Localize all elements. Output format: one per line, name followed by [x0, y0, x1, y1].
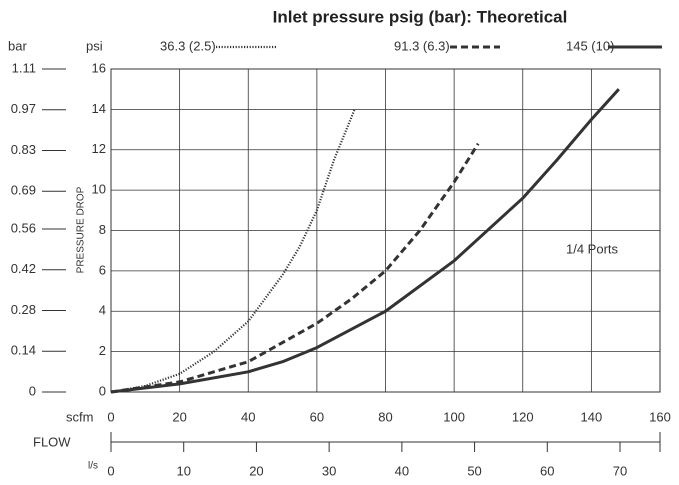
x2-tick-label: 40 — [395, 463, 409, 478]
x-axis-label: FLOW — [33, 434, 71, 449]
x-unit: scfm — [66, 409, 93, 424]
y-tick-label: 0 — [99, 383, 106, 398]
legend-label: 91.3 (6.3) — [394, 38, 450, 53]
y2-tick-label: 0 — [29, 383, 36, 398]
x-tick-label: 120 — [512, 409, 534, 424]
x2-tick-label: 20 — [249, 463, 263, 478]
chart-title: Inlet pressure psig (bar): Theoretical — [273, 7, 568, 26]
plot-frame — [110, 68, 661, 393]
annotation: 1/4 Ports — [566, 241, 619, 256]
x-tick-label: 0 — [107, 409, 114, 424]
x-tick-label: 40 — [241, 409, 255, 424]
y-tick-label: 4 — [99, 303, 106, 318]
y2-tick-label: 0.42 — [11, 261, 36, 276]
x-tick-label: 140 — [581, 409, 603, 424]
x-tick-label: 160 — [649, 409, 671, 424]
x-tick-label: 100 — [443, 409, 465, 424]
x2-tick-label: 50 — [467, 463, 481, 478]
data-line — [110, 142, 480, 394]
legend-label: 36.3 (2.5) — [160, 38, 216, 53]
y-tick-label: 10 — [92, 182, 106, 197]
x-tick-label: 20 — [172, 409, 186, 424]
y2-tick-label: 0.97 — [11, 101, 36, 116]
y-tick-label: 6 — [99, 262, 106, 277]
y2-tick-label: 0.83 — [11, 142, 36, 157]
y-axis-label: PRESSURE DROP — [76, 186, 87, 273]
x-tick-label: 60 — [310, 409, 324, 424]
y-tick-label: 12 — [92, 141, 106, 156]
y2-unit: bar — [8, 38, 27, 53]
data-line — [110, 88, 620, 394]
x2-tick-label: 10 — [176, 463, 190, 478]
legend-label: 145 (10) — [566, 38, 614, 53]
y-unit: psi — [86, 38, 103, 53]
x-tick-label: 80 — [378, 409, 392, 424]
y2-tick-label: 0.69 — [11, 183, 36, 198]
y-tick-label: 14 — [92, 101, 106, 116]
y2-tick-label: 0.28 — [11, 302, 36, 317]
x2-tick-label: 60 — [540, 463, 554, 478]
x2-unit: l/s — [88, 461, 98, 472]
x2-tick-label: 0 — [107, 463, 114, 478]
y2-tick-label: 0.56 — [11, 220, 36, 235]
data-line — [110, 108, 356, 394]
y-tick-label: 8 — [99, 222, 106, 237]
x2-tick-label: 70 — [613, 463, 627, 478]
y-tick-label: 2 — [99, 343, 106, 358]
y2-tick-label: 0.14 — [11, 343, 36, 358]
y-tick-label: 16 — [92, 60, 106, 75]
x2-tick-label: 30 — [322, 463, 336, 478]
y2-tick-label: 1.11 — [12, 60, 36, 75]
